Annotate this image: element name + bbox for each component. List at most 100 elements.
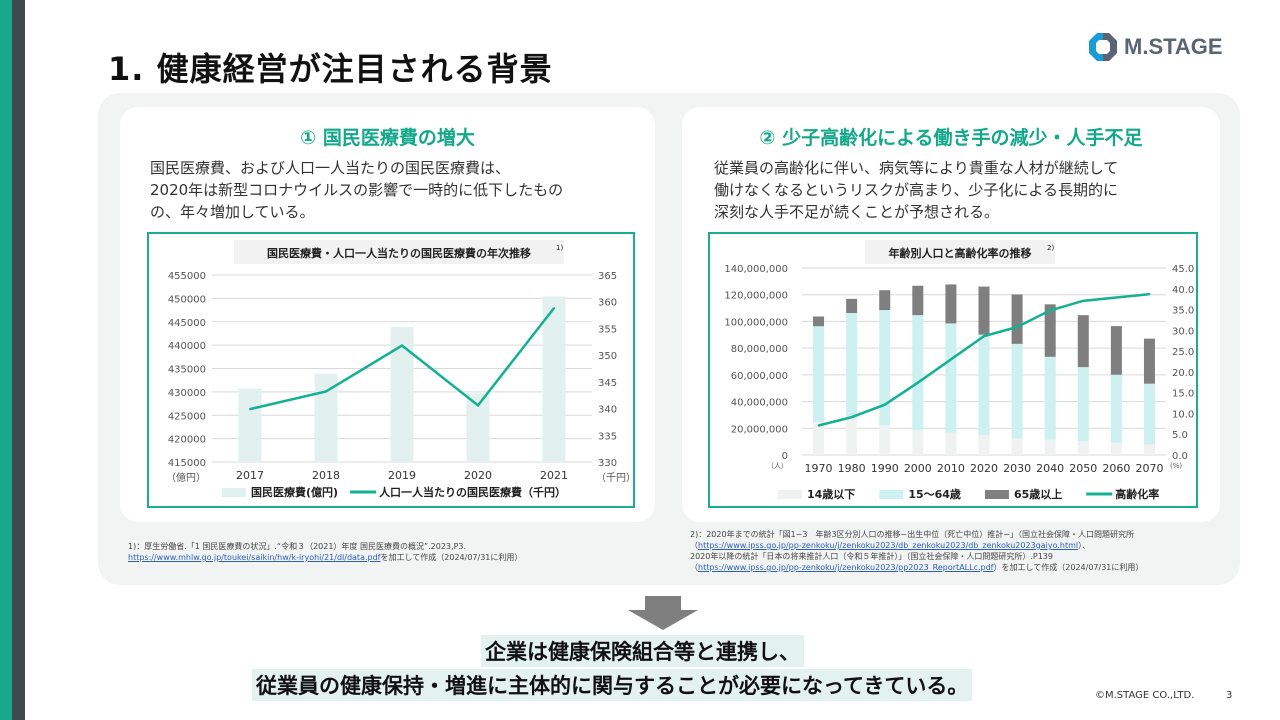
logo-text: M.STAGE [1124, 34, 1223, 59]
chart-title-bg [234, 240, 564, 264]
bar-65歳以上 [1044, 304, 1056, 357]
x-tick-label: 2000 [904, 462, 932, 475]
chart-title-note: 1) [556, 244, 563, 252]
x-tick-label: 2050 [1069, 462, 1097, 475]
y2-tick-label: 5.0 [1172, 430, 1188, 441]
legend-swatch [222, 488, 246, 497]
x-tick-label: 2020 [464, 469, 492, 482]
copyright: ©M.STAGE CO.,LTD. [1095, 690, 1195, 701]
bar-14歳以下 [1044, 439, 1056, 455]
y2-tick-label: 10.0 [1172, 409, 1194, 420]
bar-国民医療費(億円) [390, 326, 414, 462]
line-point [249, 408, 251, 411]
x-tick-label: 2040 [1036, 462, 1064, 475]
y-tick-label: 0 [782, 451, 788, 462]
y-unit-label: （人） [767, 462, 788, 470]
y-tick-label: 60,000,000 [731, 371, 788, 382]
y2-tick-label: 0.0 [1172, 451, 1188, 462]
y-tick-label: 430000 [168, 388, 206, 399]
x-tick-label: 2019 [388, 469, 416, 482]
bar-15～64歳 [945, 323, 957, 433]
y2-tick-label: 350 [598, 351, 617, 362]
chart-medical-cost-svg: 国民医療費・人口一人当たりの国民医療費の年次推移 1) 455000 450000 44… [166, 240, 636, 499]
y-tick-label: 420000 [168, 435, 206, 446]
bar-14歳以下 [945, 432, 957, 455]
bar-65歳以上 [1011, 294, 1023, 344]
line-point [1115, 296, 1118, 299]
y2-tick-label: 330 [598, 458, 617, 469]
card-body: 国民医療費、および人口一人当たりの国民医療費は、 2020年は新型コロナウイルスの… [150, 159, 564, 221]
line-point [883, 403, 886, 406]
down-arrow-icon [628, 596, 698, 630]
bar-65歳以上 [813, 316, 825, 327]
x-tick-label: 2018 [312, 469, 340, 482]
y2-unit-label: （千円） [596, 472, 633, 484]
bar-65歳以上 [846, 298, 858, 314]
y2-tick-label: 30.0 [1172, 326, 1194, 337]
bar-65歳以上 [879, 290, 891, 311]
chart-medical-cost: 国民医療費・人口一人当たりの国民医療費の年次推移 1) 455000 450000 44… [147, 232, 636, 508]
bar-15～64歳 [1044, 356, 1056, 440]
legend-label: 14歳以下 [807, 487, 855, 501]
chart-population: 年齢別人口と高齢化率の推移 2) 140,000,000 120,000,000 100… [708, 232, 1198, 508]
line-point [325, 390, 327, 393]
bar-65歳以上 [1077, 315, 1089, 368]
y-tick-label: 80,000,000 [731, 344, 788, 355]
bar-14歳以下 [1143, 444, 1155, 455]
x-tick-label: 2010 [937, 462, 965, 475]
bar-国民医療費(億円) [466, 393, 490, 462]
bar-65歳以上 [1143, 338, 1155, 384]
y2-tick-label: 40.0 [1172, 285, 1194, 296]
bar-15～64歳 [1077, 367, 1089, 442]
y-tick-label: 20,000,000 [731, 424, 788, 435]
line-point [1049, 309, 1052, 312]
page-title: 1. 健康経営が注目される背景 [108, 50, 553, 88]
chart-title-bg [865, 240, 1055, 264]
bar-15～64歳 [813, 326, 825, 422]
y2-tick-label: 360 [598, 298, 617, 309]
bar-14歳以下 [846, 418, 858, 455]
y2-tick-label: 340 [598, 405, 617, 416]
y2-tick-label: 335 [598, 431, 617, 442]
x-tick-label: 2020 [970, 462, 998, 475]
bar-65歳以上 [912, 285, 924, 316]
conclusion-line-2: 従業員の健康保持・増進に主体的に関与することが必要になってきている。 [252, 669, 973, 701]
card-heading: ② 少子高齢化による働き手の減少・人手不足 [759, 127, 1143, 149]
line-point [817, 424, 820, 427]
bar-14歳以下 [1077, 441, 1089, 455]
chart-title: 年齢別人口と高齢化率の推移 [889, 246, 1032, 260]
y-tick-label: 440000 [168, 341, 206, 352]
legend-label: 高齢化率 [1115, 487, 1159, 501]
chart-title-note: 2) [1047, 244, 1054, 252]
y2-tick-label: 355 [598, 324, 617, 335]
bar-15～64歳 [912, 315, 924, 431]
logo-icon [1089, 33, 1117, 61]
bar-15～64歳 [1110, 374, 1122, 443]
logo: M.STAGE [1088, 32, 1223, 62]
accent-strip-dark [12, 0, 25, 720]
y2-tick-label: 15.0 [1172, 389, 1194, 400]
y2-tick-label: 365 [598, 271, 617, 282]
chart-population-svg: 年齢別人口と高齢化率の推移 2) 140,000,000 120,000,000 100… [724, 240, 1194, 501]
line-point [477, 404, 479, 407]
x-tick-label: 2021 [540, 469, 568, 482]
bar-15～64歳 [846, 313, 858, 419]
bar-国民医療費(億円) [238, 388, 262, 462]
conclusion-line-1: 企業は健康保険組合等と連携し、 [481, 635, 804, 667]
x-tick-label: 2060 [1102, 462, 1130, 475]
bar-14歳以下 [912, 430, 924, 455]
y-tick-label: 120,000,000 [724, 291, 788, 302]
legend-label: 65歳以上 [1014, 487, 1062, 501]
source-link-3[interactable]: https://www.ipss.go.jp/pp-zenkoku/j/zenk… [698, 563, 994, 572]
bar-65歳以上 [978, 286, 990, 335]
y2-unit-label: (%) [1170, 462, 1182, 470]
line-point [553, 307, 555, 310]
footnote-2: 2)：2020年までの統計「図1−3 年齢3区分別人口の推移−出生中位（死亡中位… [690, 530, 1144, 572]
bar-14歳以下 [978, 434, 990, 455]
bar-国民医療費(億円) [314, 373, 338, 462]
source-link-2[interactable]: https://www.ipss.go.jp/pp-zenkoku/j/zenk… [698, 541, 1079, 550]
bar-14歳以下 [879, 424, 891, 455]
source-link-1[interactable]: https://www.mhlw.go.jp/toukei/saikin/hw/… [128, 553, 381, 562]
y-tick-label: 435000 [168, 365, 206, 376]
legend-swatch [879, 490, 904, 499]
